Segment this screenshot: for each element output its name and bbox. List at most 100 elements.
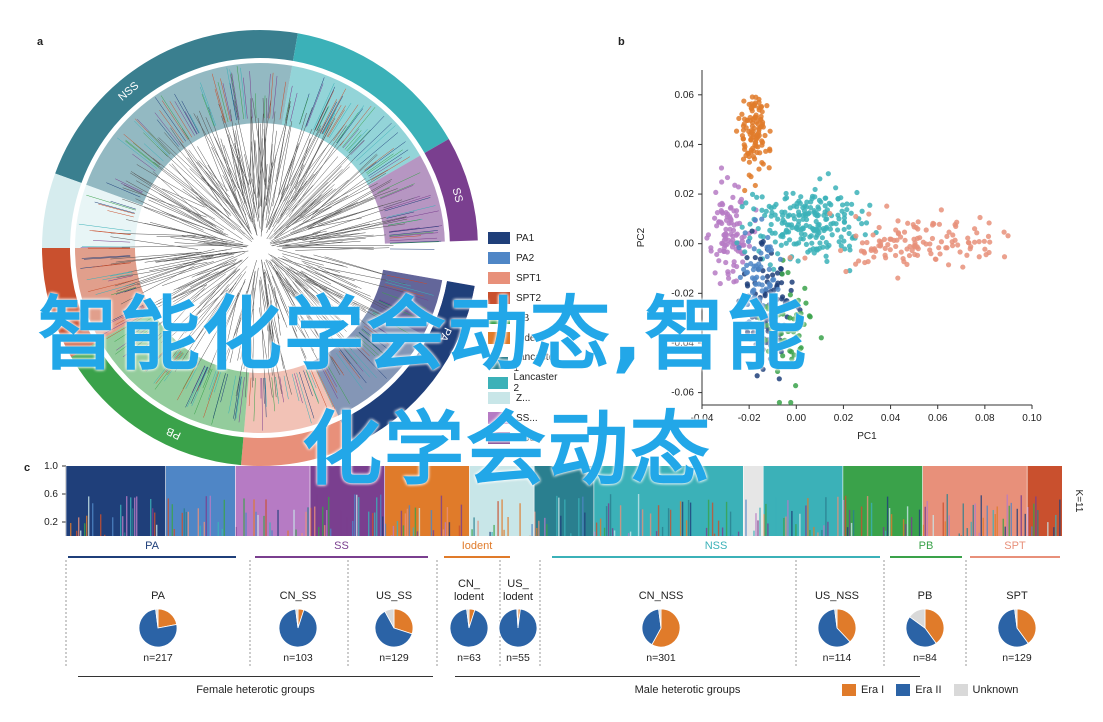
pca-point bbox=[782, 337, 788, 343]
pie-title: CN_SS bbox=[279, 590, 317, 602]
pca-point bbox=[747, 114, 753, 121]
pca-point bbox=[760, 302, 766, 309]
pca-point bbox=[730, 227, 737, 233]
pca-point bbox=[802, 255, 808, 261]
pie-sample-size: n=114 bbox=[822, 652, 852, 664]
pca-point bbox=[782, 196, 788, 202]
pca-point bbox=[861, 250, 868, 256]
pca-point bbox=[755, 121, 761, 127]
pca-point bbox=[827, 226, 833, 232]
pca-point bbox=[739, 235, 745, 241]
y-tick-label: 0.04 bbox=[675, 139, 695, 150]
pca-point bbox=[822, 203, 828, 209]
pca-point bbox=[740, 302, 746, 308]
pca-point bbox=[758, 233, 764, 239]
pca-point bbox=[778, 233, 784, 239]
pca-point bbox=[766, 165, 772, 171]
pca-point bbox=[859, 208, 865, 214]
pca-point bbox=[847, 247, 853, 253]
pca-point bbox=[876, 224, 882, 231]
pca-point bbox=[815, 228, 821, 234]
pca-point bbox=[964, 252, 970, 258]
pca-point bbox=[793, 334, 800, 340]
pca-point bbox=[976, 254, 982, 260]
pca-point bbox=[938, 239, 945, 245]
pca-point bbox=[854, 189, 860, 196]
pca-point bbox=[938, 207, 944, 213]
pca-point bbox=[841, 215, 848, 221]
pca-point bbox=[717, 280, 723, 287]
legend-label: PB bbox=[516, 312, 530, 324]
pie-title: US_ lodent bbox=[503, 578, 533, 603]
pca-point bbox=[779, 271, 785, 277]
tree-branches bbox=[78, 66, 443, 431]
pca-point bbox=[730, 233, 736, 239]
pca-point bbox=[987, 239, 993, 245]
pca-point bbox=[800, 212, 807, 218]
structure-segment bbox=[384, 466, 470, 536]
ring-label: PB bbox=[165, 424, 183, 441]
pca-point bbox=[795, 258, 801, 264]
pca-point bbox=[765, 234, 771, 241]
pca-point bbox=[859, 221, 865, 227]
pca-point bbox=[742, 249, 748, 255]
pca-point bbox=[863, 220, 870, 226]
pca-point bbox=[974, 230, 980, 236]
pca-point bbox=[870, 232, 876, 238]
pie-slice bbox=[295, 608, 299, 629]
pca-point bbox=[777, 344, 783, 351]
legend-swatch bbox=[488, 232, 510, 244]
pca-point bbox=[794, 312, 800, 318]
pca-point bbox=[752, 217, 758, 223]
pca-point bbox=[848, 210, 854, 216]
pca-point bbox=[849, 201, 855, 207]
x-tick-label: 0.10 bbox=[1022, 413, 1042, 424]
pca-point bbox=[746, 128, 752, 135]
pca-point bbox=[723, 226, 729, 232]
pie-sample-size: n=84 bbox=[913, 652, 937, 664]
pca-point bbox=[714, 210, 721, 216]
pca-point bbox=[929, 235, 936, 242]
pca-point bbox=[812, 186, 818, 193]
pca-point bbox=[790, 329, 797, 335]
pca-point bbox=[797, 346, 803, 352]
pca-point bbox=[787, 292, 793, 298]
pca-point bbox=[953, 223, 959, 229]
pca-point bbox=[794, 300, 800, 306]
structure-bar-plot: 1.0 0.6 0.2 K=11 bbox=[44, 461, 1084, 536]
pca-point bbox=[904, 246, 910, 252]
pca-point bbox=[751, 206, 757, 212]
pca-point bbox=[788, 222, 795, 228]
y-axis-label: PC2 bbox=[636, 227, 647, 247]
pie-slice bbox=[138, 608, 178, 648]
tree-legend-item: SPT1 bbox=[488, 272, 541, 284]
x-tick-label: 0.08 bbox=[975, 413, 995, 424]
pca-point bbox=[770, 277, 776, 283]
pca-point bbox=[752, 307, 759, 313]
pca-point bbox=[843, 268, 849, 275]
pca-point bbox=[743, 125, 749, 131]
pca-point bbox=[1005, 233, 1011, 239]
pie-title: US_NSS bbox=[814, 590, 860, 602]
pca-point bbox=[876, 243, 882, 249]
pca-point bbox=[798, 321, 805, 328]
pca-point bbox=[802, 285, 808, 291]
pca-point bbox=[793, 383, 799, 389]
pca-point bbox=[788, 399, 794, 406]
pca-point bbox=[833, 221, 839, 227]
group-label-nss: NSS bbox=[704, 540, 728, 552]
pca-point bbox=[821, 212, 827, 218]
pca-point bbox=[943, 245, 949, 251]
pca-point bbox=[905, 220, 911, 226]
pca-point bbox=[759, 194, 765, 200]
ring-label: SS bbox=[449, 187, 464, 204]
pca-point bbox=[725, 271, 731, 277]
pca-point bbox=[839, 208, 845, 214]
tree-legend-item: PA1 bbox=[488, 232, 534, 244]
pca-point bbox=[745, 329, 751, 335]
pca-point bbox=[787, 315, 793, 321]
pca-point bbox=[787, 237, 793, 243]
pca-point bbox=[893, 227, 899, 233]
pca-point bbox=[955, 242, 961, 248]
pca-point bbox=[825, 171, 831, 177]
